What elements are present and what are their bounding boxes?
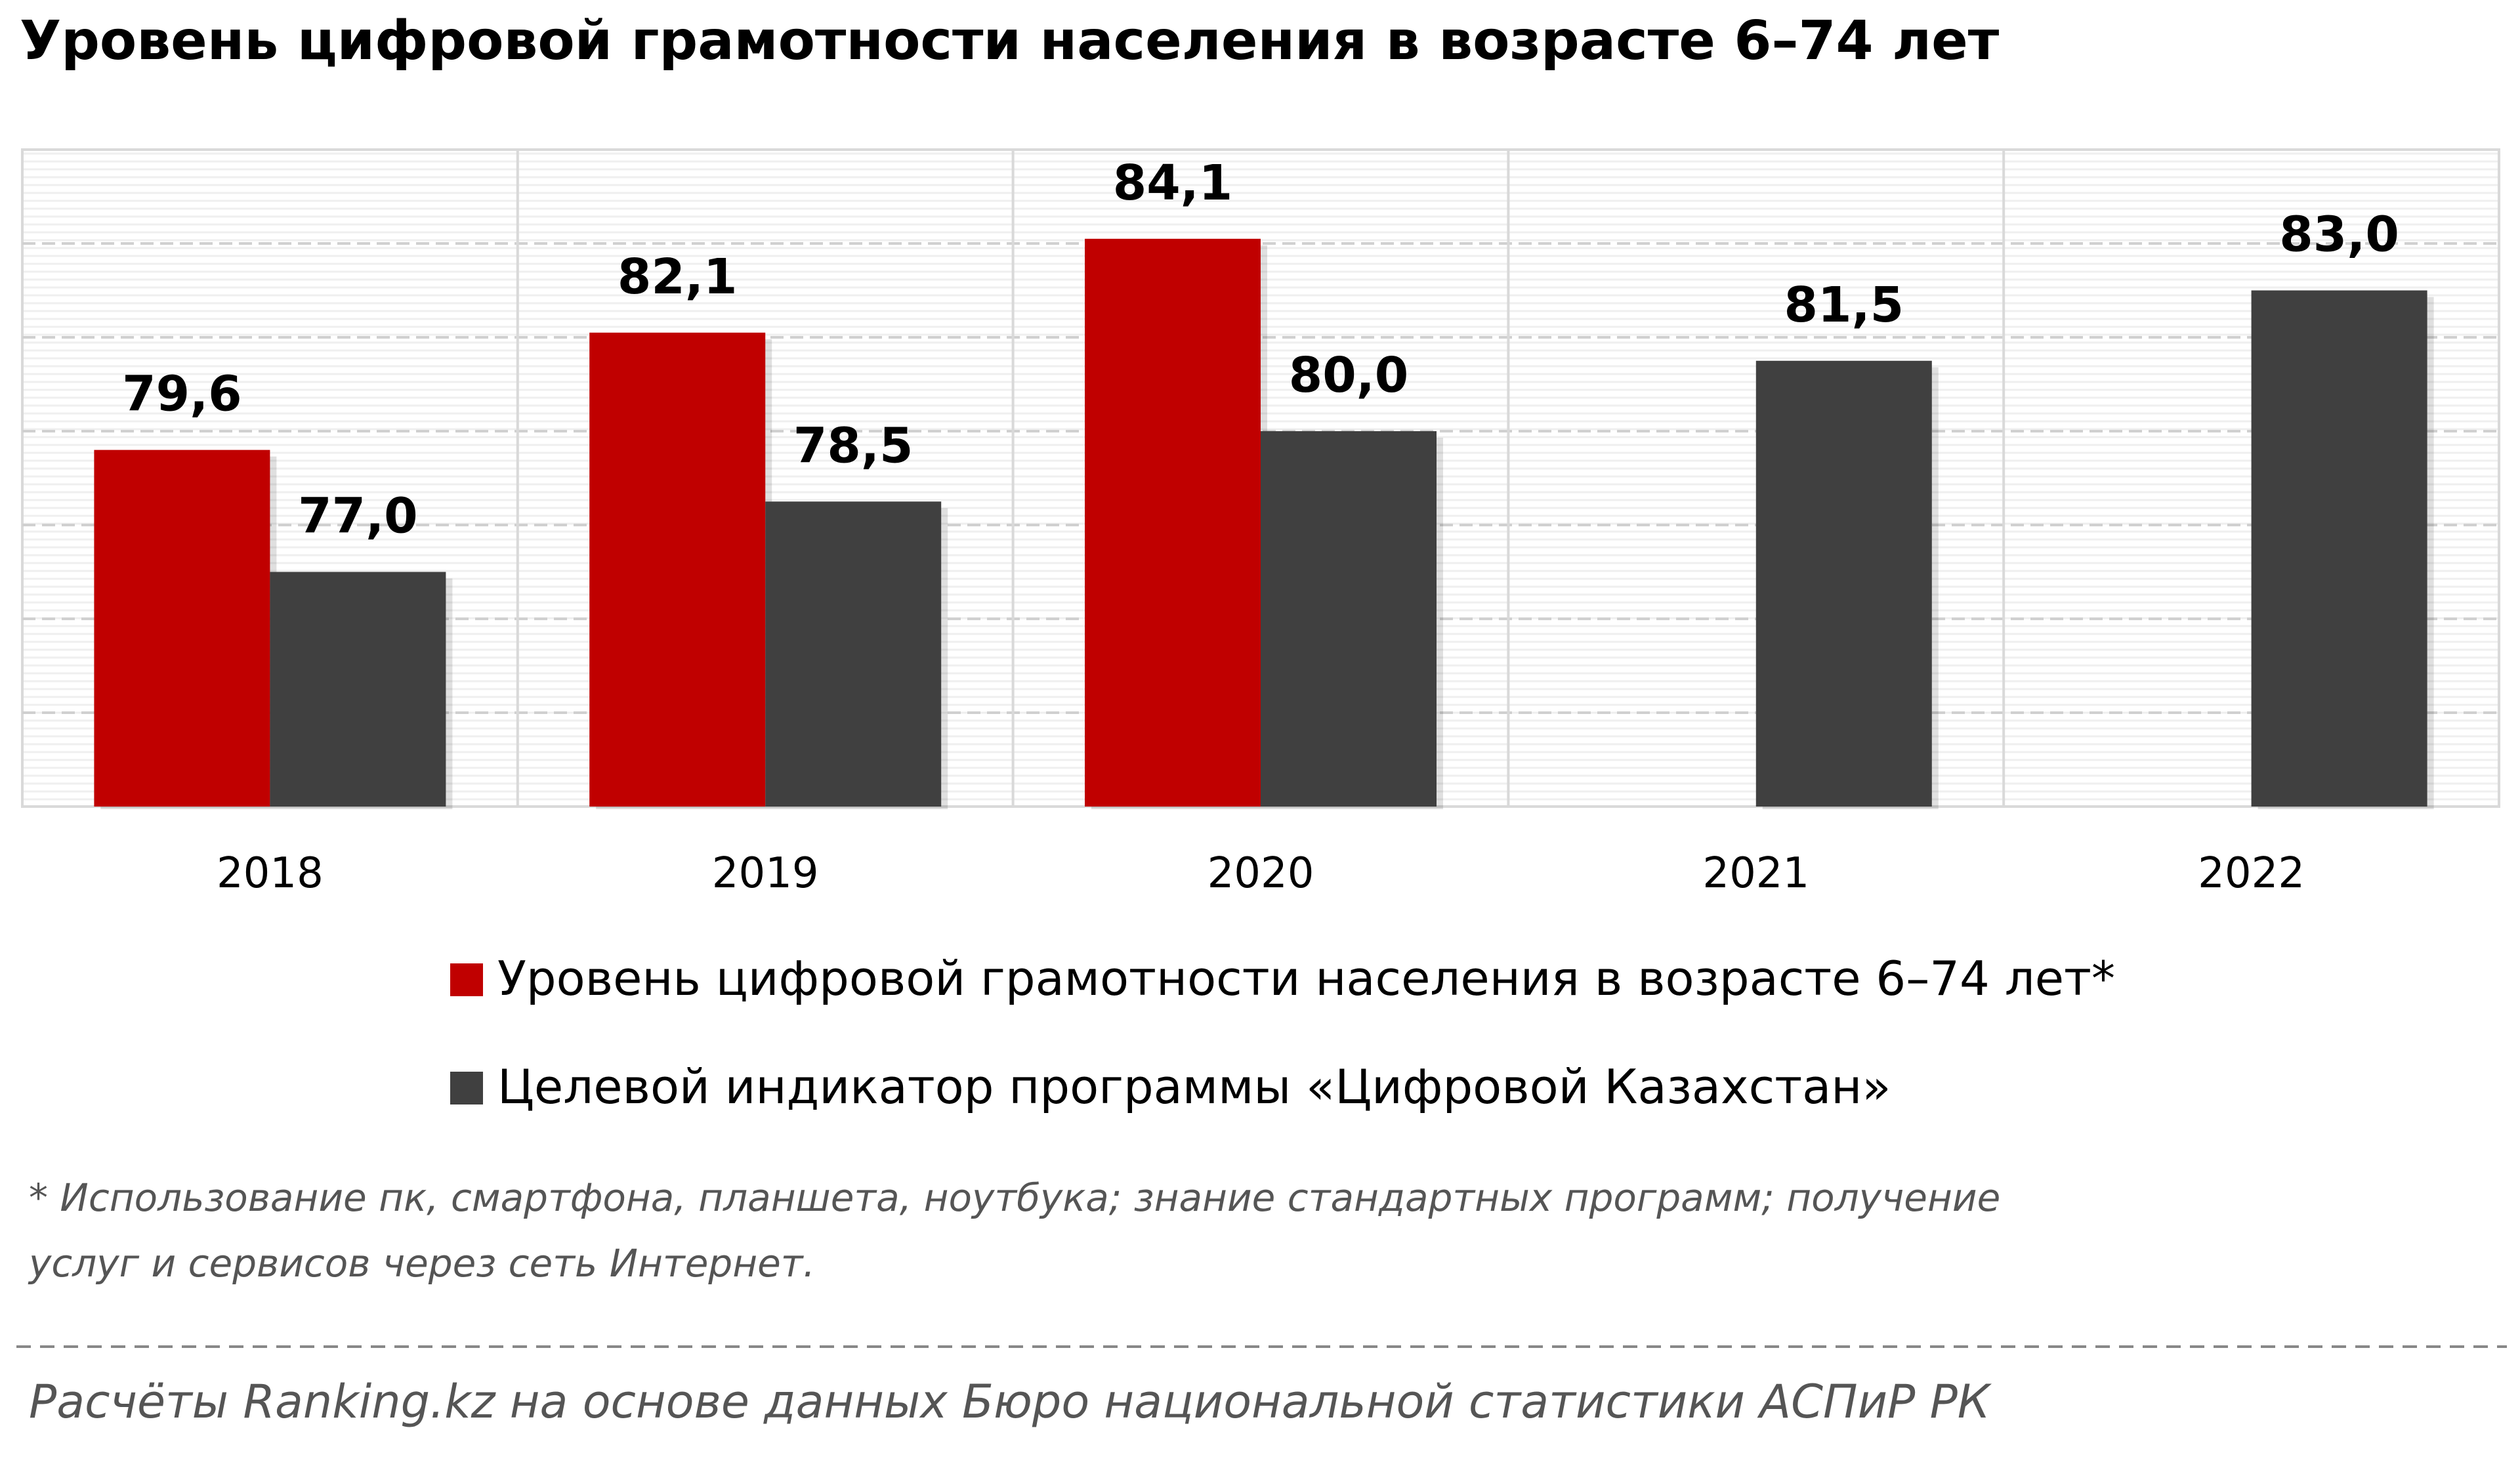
- x-tick-label: 2022: [2198, 849, 2305, 898]
- value-label: 79,6: [122, 366, 242, 423]
- bar: [94, 450, 270, 807]
- legend-label: Целевой индикатор программы «Цифровой Ка…: [497, 1059, 1891, 1114]
- value-label: 77,0: [298, 488, 418, 545]
- x-tick-label: 2019: [712, 849, 819, 898]
- bar: [1755, 360, 1932, 807]
- bar: [1261, 431, 1437, 807]
- legend-swatch: [450, 1072, 483, 1104]
- legend-swatch: [450, 963, 483, 996]
- x-tick-label: 2018: [217, 849, 324, 898]
- legend: Уровень цифровой грамотности населения в…: [450, 951, 2115, 1114]
- chart-title: Уровень цифровой грамотности населения в…: [20, 10, 2000, 72]
- legend-label: Уровень цифровой грамотности населения в…: [497, 951, 2115, 1006]
- bar: [270, 572, 446, 807]
- footnote: услуг и сервисов через сеть Интернет.: [28, 1241, 815, 1286]
- bar: [1085, 238, 1261, 807]
- bar: [2251, 290, 2427, 807]
- x-tick-label: 2021: [1702, 849, 1809, 898]
- value-label: 82,1: [618, 249, 738, 305]
- x-tick-label: 2020: [1208, 849, 1314, 898]
- footnote: * Использование пк, смартфона, планшета,…: [29, 1175, 2000, 1220]
- value-label: 81,5: [1784, 277, 1904, 333]
- bar: [765, 501, 942, 807]
- value-label: 84,1: [1113, 155, 1233, 211]
- bar: [589, 332, 766, 807]
- value-label: 80,0: [1289, 347, 1409, 404]
- value-label: 83,0: [2279, 207, 2399, 263]
- value-label: 78,5: [793, 417, 914, 474]
- source: Расчёты Ranking.kz на основе данных Бюро…: [29, 1375, 1992, 1429]
